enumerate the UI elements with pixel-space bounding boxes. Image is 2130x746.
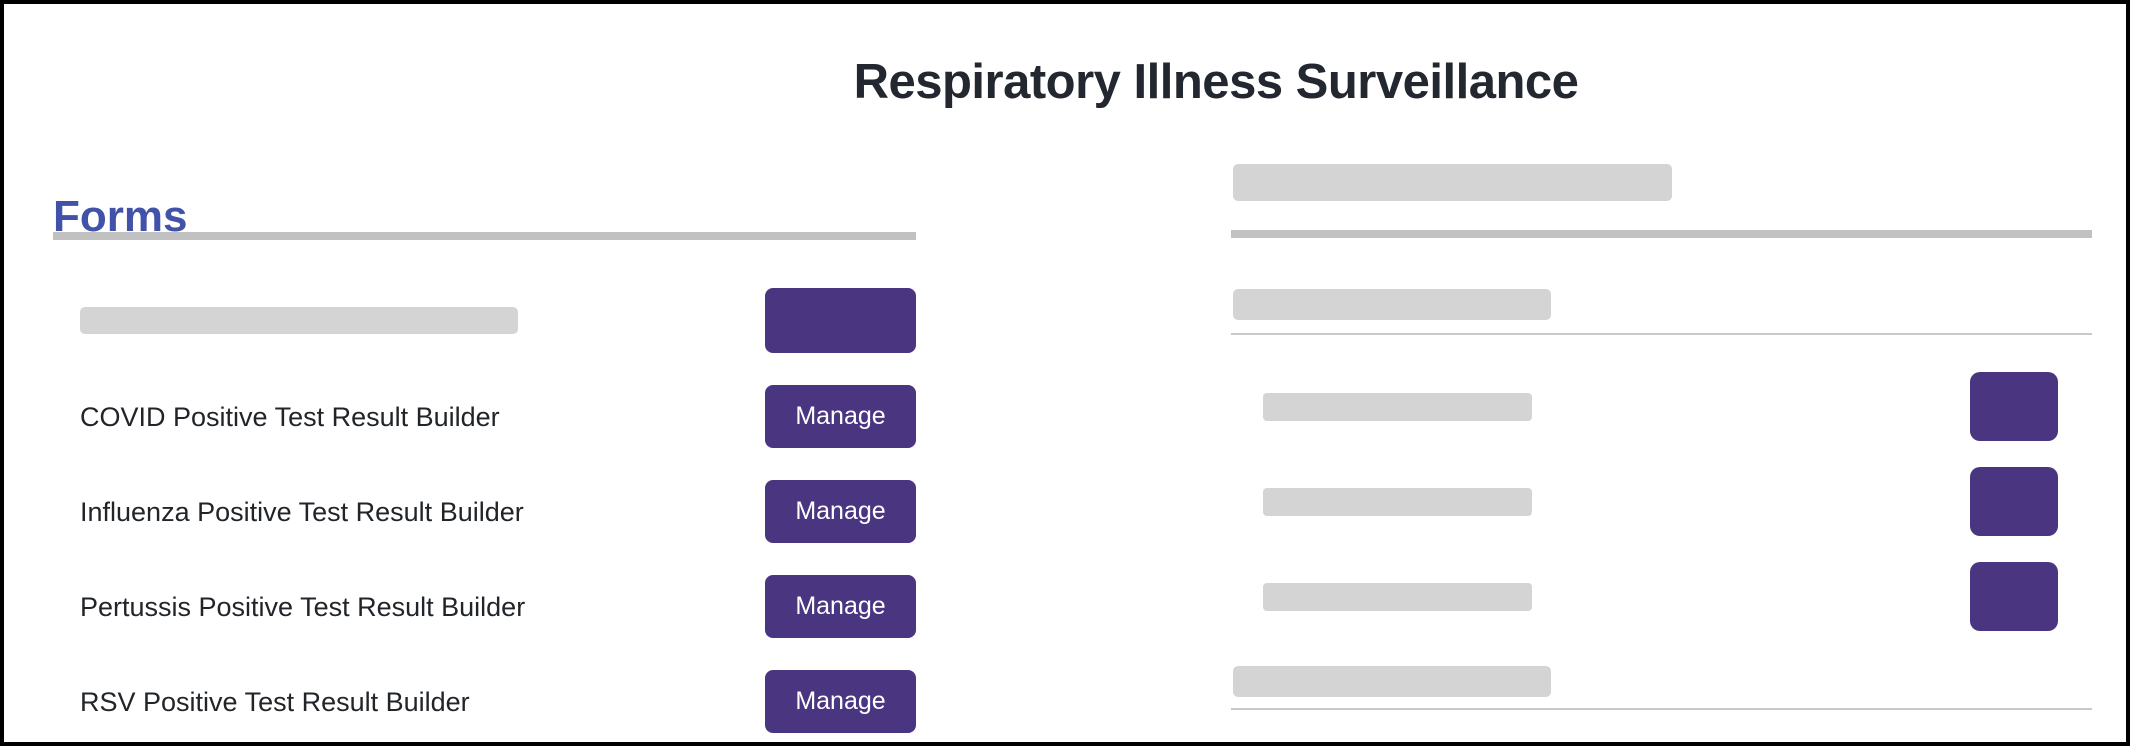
panel-subheading-skeleton — [1233, 289, 1551, 320]
item-label-skeleton — [1263, 582, 1532, 611]
item-label-skeleton — [1263, 487, 1532, 516]
item-action-button[interactable] — [1970, 562, 2058, 631]
form-label-skeleton — [80, 307, 518, 334]
panel-heading-skeleton — [1233, 164, 1672, 201]
item-action-button[interactable] — [1970, 372, 2058, 441]
form-label: COVID Positive Test Result Builder — [80, 401, 500, 432]
form-row-loading — [53, 288, 916, 353]
form-row: Influenza Positive Test Result Builder M… — [53, 480, 916, 543]
item-label-skeleton — [1263, 392, 1532, 421]
panel-thin-divider — [1231, 333, 2092, 335]
form-row: RSV Positive Test Result Builder Manage — [53, 670, 916, 733]
manage-button[interactable]: Manage — [765, 385, 916, 448]
panel-thin-divider — [1231, 708, 2092, 710]
form-label: Influenza Positive Test Result Builder — [80, 496, 524, 527]
form-row: Pertussis Positive Test Result Builder M… — [53, 575, 916, 638]
item-action-button[interactable] — [1970, 467, 2058, 536]
panel-section-divider — [1231, 230, 2092, 238]
panel-item-row — [1231, 372, 2092, 441]
form-label: RSV Positive Test Result Builder — [80, 686, 470, 717]
form-row: COVID Positive Test Result Builder Manag… — [53, 385, 916, 448]
manage-button[interactable]: Manage — [765, 670, 916, 733]
panel-item-row — [1231, 467, 2092, 536]
panel-footer-skeleton — [1233, 666, 1551, 697]
manage-button-loading[interactable] — [765, 288, 916, 353]
page-title: Respiratory Illness Surveillance — [853, 54, 1579, 109]
forms-section-divider — [53, 232, 916, 240]
panel-item-row — [1231, 562, 2092, 631]
manage-button[interactable]: Manage — [765, 575, 916, 638]
manage-button[interactable]: Manage — [765, 480, 916, 543]
form-label: Pertussis Positive Test Result Builder — [80, 591, 526, 622]
